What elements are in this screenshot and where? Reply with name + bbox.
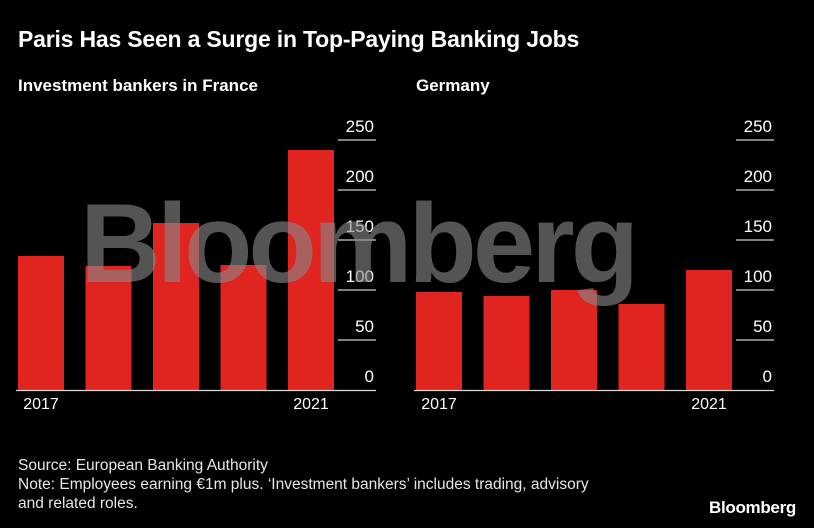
germany-bar-2019 (551, 290, 597, 390)
germany-x-tick-label: 2021 (691, 396, 727, 413)
france-y-tick-label: 200 (346, 167, 374, 186)
france-bar-2021 (288, 150, 334, 390)
subtitle-france: Investment bankers in France (18, 76, 258, 95)
source-text: Source: European Banking Authority (18, 457, 268, 474)
germany-y-tick-label: 250 (744, 117, 772, 136)
france-x-tick-label: 2021 (293, 396, 329, 413)
germany-y-tick-label: 150 (744, 217, 772, 236)
germany-y-tick-label: 0 (763, 367, 772, 386)
france-y-tick-label: 100 (346, 267, 374, 286)
footer-notes: Source: European Banking Authority Note:… (18, 456, 589, 513)
france-y-tick-label: 150 (346, 217, 374, 236)
germany-x-tick-label: 2017 (421, 396, 457, 413)
germany-bar-2018 (483, 296, 530, 390)
note-line-2: and related roles. (18, 495, 138, 512)
france-y-tick-label: 0 (365, 367, 374, 386)
france-bar-2019 (153, 223, 199, 390)
france-x-tick-label: 2017 (23, 396, 59, 413)
germany-bar-2017 (416, 292, 462, 390)
france-bar-2020 (220, 265, 267, 390)
germany-bar-2020 (618, 304, 665, 390)
france-y-tick-label: 50 (355, 317, 374, 336)
subtitle-germany: Germany (416, 76, 490, 95)
germany-y-tick-label: 50 (753, 317, 772, 336)
france-bar-2017 (18, 256, 64, 390)
germany-y-tick-label: 200 (744, 167, 772, 186)
chart-title: Paris Has Seen a Surge in Top-Paying Ban… (18, 26, 580, 52)
bloomberg-logo: Bloomberg (708, 498, 796, 517)
germany-bar-2021 (686, 270, 732, 390)
france-bar-2018 (85, 266, 132, 390)
germany-y-tick-label: 100 (744, 267, 772, 286)
france-y-tick-label: 250 (346, 117, 374, 136)
note-line-1: Note: Employees earning €1m plus. ‘Inves… (18, 476, 589, 493)
